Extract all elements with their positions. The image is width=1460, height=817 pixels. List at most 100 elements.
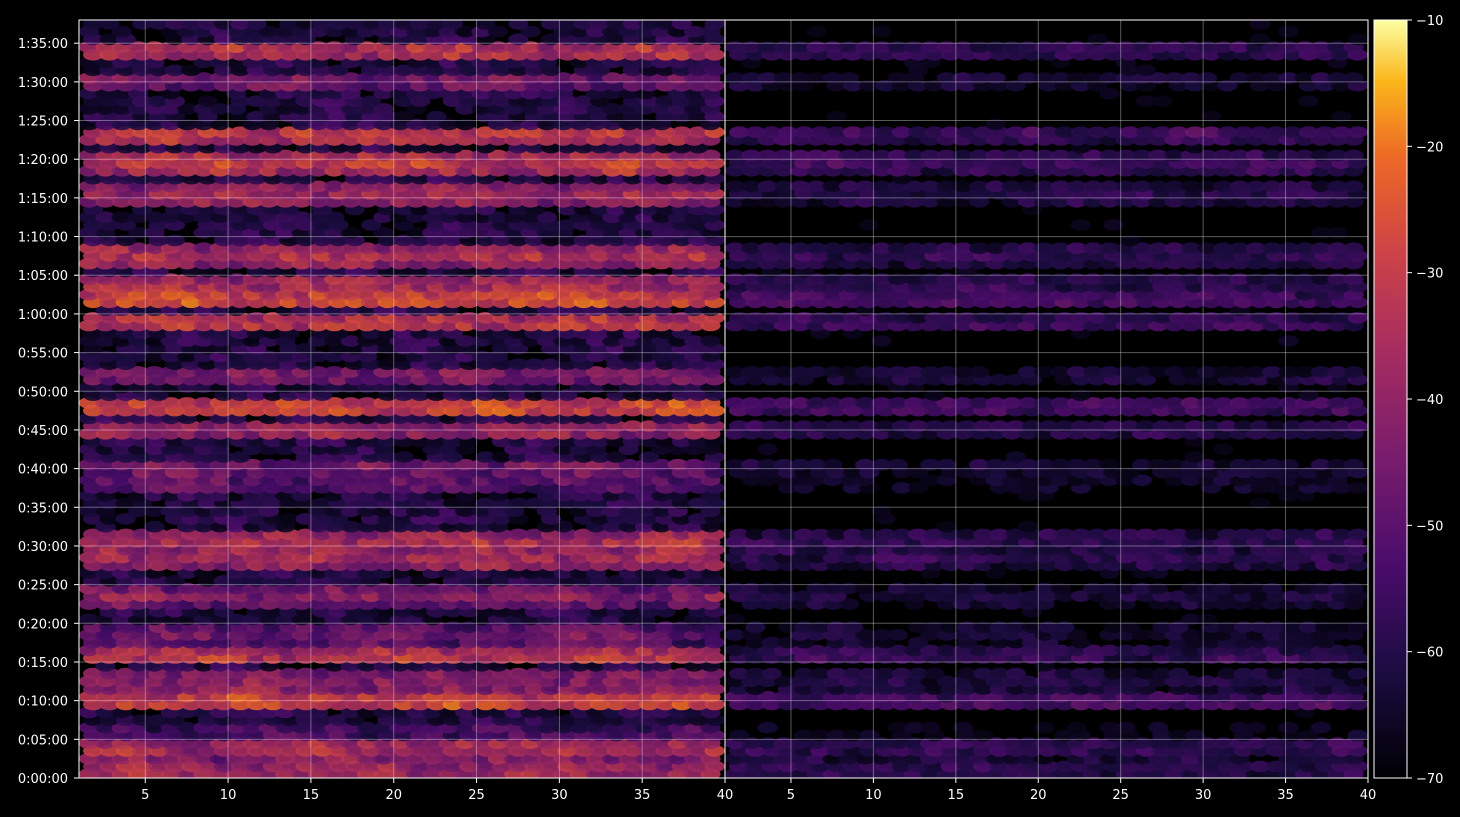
heatmap-cell: [1168, 729, 1189, 742]
heatmap-cell: [1278, 721, 1299, 734]
heatmap-cell: [1343, 397, 1364, 409]
heatmap-cell: [1298, 729, 1319, 742]
heatmap-cell: [985, 737, 1006, 749]
heatmap-cell: [177, 103, 198, 115]
heatmap-cell: [635, 118, 656, 131]
heatmap-cell: [536, 211, 558, 223]
heatmap-cell: [475, 497, 496, 510]
heatmap-cell: [132, 714, 153, 726]
heatmap-cell: [540, 33, 562, 46]
heatmap-cell: [164, 20, 185, 30]
heatmap-cell: [1327, 737, 1348, 749]
heatmap-cell: [475, 126, 496, 138]
heatmap-cell: [585, 366, 607, 378]
heatmap-cell: [295, 513, 316, 525]
heatmap-cell: [177, 721, 198, 734]
heatmap-cell: [128, 366, 149, 378]
heatmap-cell: [422, 582, 443, 595]
heatmap-cell: [128, 242, 149, 254]
heatmap-cell: [826, 667, 847, 680]
heatmap-cell: [1229, 721, 1250, 734]
heatmap-cell: [438, 118, 459, 131]
heatmap-cell: [520, 41, 541, 53]
heatmap-cell: [393, 64, 414, 77]
heatmap-cell: [871, 737, 892, 749]
heatmap-cell: [442, 20, 463, 30]
heatmap-cell: [177, 582, 198, 595]
heatmap-cell: [639, 451, 660, 463]
heatmap-cell: [1347, 667, 1368, 680]
heatmap-cell: [1197, 675, 1218, 688]
heatmap-cell: [859, 667, 880, 680]
heatmap-cell: [487, 149, 508, 162]
heatmap-cell: [741, 737, 762, 749]
heatmap-cell: [757, 721, 778, 734]
heatmap-cell: [197, 420, 218, 432]
heatmap-cell: [1343, 644, 1364, 657]
heatmap-cell: [459, 312, 480, 324]
heatmap-cell: [160, 397, 181, 409]
heatmap-cell: [177, 118, 198, 131]
heatmap-cell: [410, 575, 431, 587]
heatmap-cell: [573, 528, 594, 541]
heatmap-cell: [99, 33, 120, 46]
heatmap-cell: [557, 714, 578, 726]
heatmap-cell: [164, 528, 185, 541]
heatmap-cell: [455, 458, 476, 471]
heatmap-cell: [1213, 737, 1234, 749]
heatmap-cell: [361, 219, 382, 231]
heatmap-cell: [328, 20, 349, 30]
heatmap-cell: [373, 226, 394, 239]
heatmap-cell: [475, 451, 496, 463]
heatmap-cell: [148, 20, 169, 30]
heatmap-cell: [520, 25, 541, 38]
heatmap-cell: [540, 358, 562, 371]
heatmap-cell: [1017, 737, 1039, 749]
heatmap-cell: [602, 72, 623, 84]
heatmap-cell: [875, 667, 896, 680]
heatmap-cell: [557, 389, 578, 401]
heatmap-cell: [246, 312, 267, 324]
heatmap-cell: [1310, 737, 1332, 749]
heatmap-cell: [144, 211, 165, 223]
heatmap-cell: [794, 729, 815, 742]
heatmap-cell: [859, 729, 880, 742]
heatmap-cell: [487, 180, 508, 193]
heatmap-cell: [230, 20, 251, 30]
heatmap-cell: [667, 458, 688, 471]
heatmap-cell: [761, 667, 782, 680]
heatmap-cell: [279, 20, 300, 30]
heatmap-cell: [651, 458, 672, 471]
heatmap-cell: [340, 226, 361, 239]
heatmap-cell: [361, 95, 382, 107]
heatmap-cell: [973, 667, 994, 680]
heatmap-cell: [344, 20, 365, 30]
heatmap-cell: [213, 20, 234, 30]
heatmap-cell: [324, 41, 345, 53]
heatmap-cell: [508, 358, 529, 371]
heatmap-cell: [340, 520, 361, 533]
heatmap-cell: [115, 528, 136, 541]
heatmap-cell: [936, 737, 957, 749]
heatmap-cell: [307, 41, 329, 53]
heatmap-cell: [406, 118, 427, 131]
heatmap-cell: [442, 621, 463, 633]
heatmap-cell: [258, 458, 279, 471]
heatmap-cell: [1168, 667, 1189, 680]
heatmap-cell: [164, 575, 185, 587]
heatmap-cell: [1034, 721, 1055, 734]
heatmap-cell: [95, 211, 116, 223]
heatmap-cell: [132, 528, 153, 541]
heatmap-cell: [904, 737, 925, 749]
heatmap-cell: [688, 513, 709, 525]
heatmap-cell: [242, 458, 263, 471]
heatmap-cell: [810, 729, 831, 742]
heatmap-cell: [393, 110, 414, 123]
heatmap-cell: [393, 20, 414, 30]
heatmap-cell: [487, 211, 508, 223]
heatmap-cell: [279, 667, 300, 680]
heatmap-cell: [688, 497, 709, 510]
heatmap-cell: [307, 350, 329, 363]
heatmap-cell: [936, 675, 957, 688]
heatmap-cell: [1245, 737, 1266, 749]
